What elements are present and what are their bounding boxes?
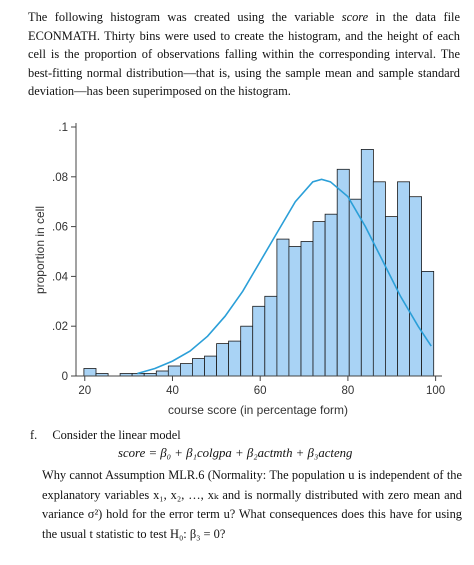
y-tick-label: .02 <box>52 321 68 333</box>
histogram-bar <box>360 149 374 377</box>
histogram-bar <box>348 198 362 377</box>
intro-paragraph: The following histogram was created usin… <box>28 8 460 101</box>
chart-ticks: 0 .02 .04 .06 .08 .1 20 40 60 80 100 <box>52 122 445 397</box>
question-lead: Consider the linear model <box>52 428 181 442</box>
histogram-bar <box>300 241 314 377</box>
histogram-bar <box>372 181 386 377</box>
histogram-bar <box>397 181 411 377</box>
x-axis-label: course score (in percentage form) <box>168 403 348 417</box>
histogram-bar <box>167 365 181 377</box>
histogram-bar <box>155 370 169 377</box>
histogram-bar <box>336 168 350 377</box>
y-tick-label: 0 <box>62 371 68 383</box>
normal-curve <box>137 178 432 375</box>
x-tick-label: 20 <box>78 385 91 397</box>
histogram-bar <box>252 305 266 377</box>
chart-axes <box>75 123 442 377</box>
x-tick-label: 60 <box>254 385 267 397</box>
x-tick-label: 100 <box>426 385 445 397</box>
y-tick-label: .1 <box>58 122 68 134</box>
histogram-bars <box>83 149 435 377</box>
question-f: f. Consider the linear model <box>30 426 462 446</box>
y-tick-label: .04 <box>52 271 69 283</box>
histogram-bar <box>83 368 97 377</box>
question-body: Why cannot Assumption MLR.6 (Normality: … <box>42 468 462 541</box>
histogram-bar <box>204 355 218 377</box>
intro-text-2: in the data file ECONMATH. Thirty bins w… <box>28 10 460 99</box>
intro-text-1: The following histogram was created usin… <box>28 10 335 24</box>
intro-variable-name: score <box>341 10 369 24</box>
histogram-bar <box>384 216 398 377</box>
histogram-bar <box>276 238 290 377</box>
histogram-bar <box>228 340 242 377</box>
x-tick-label: 40 <box>166 385 179 397</box>
y-tick-label: .06 <box>52 222 68 234</box>
question-number: f. <box>30 428 38 442</box>
histogram-bar <box>191 358 205 377</box>
histogram-bar <box>409 196 423 377</box>
histogram-bar <box>421 270 435 377</box>
y-tick-label: .08 <box>52 172 68 184</box>
histogram-bar <box>216 343 230 377</box>
histogram-bar <box>264 295 278 377</box>
histogram-bar <box>240 325 254 377</box>
x-tick-label: 80 <box>342 385 355 397</box>
y-axis-label: proportion in cell <box>33 206 47 294</box>
model-equation: score = β₀ + β₁colgpa + β₂actmth + β₃act… <box>118 446 353 460</box>
histogram-bar <box>312 221 326 377</box>
histogram-bar <box>288 246 302 377</box>
histogram-chart: 0 .02 .04 .06 .08 .1 20 40 60 80 100 proportion in… <box>33 122 445 417</box>
histogram-bar <box>324 213 338 377</box>
histogram-bar <box>179 363 193 377</box>
